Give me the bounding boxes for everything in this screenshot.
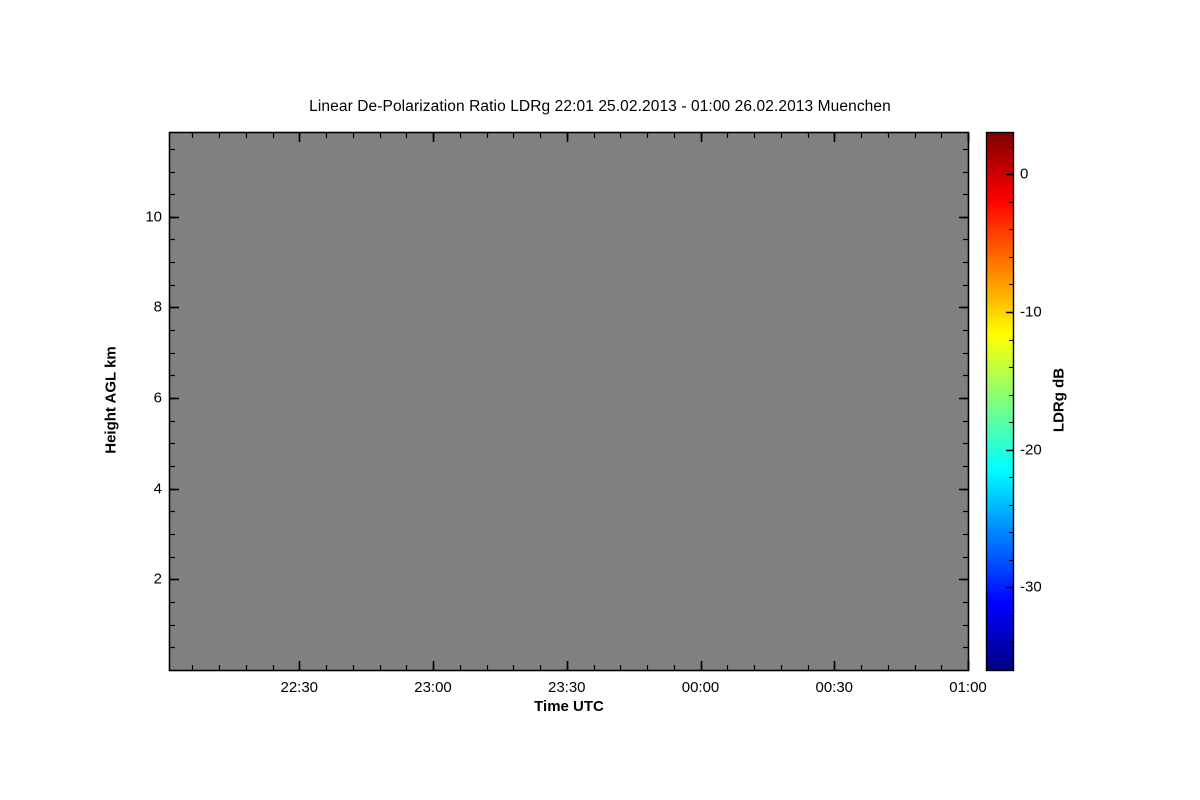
colorbar-tick-label: -30 <box>1020 578 1042 596</box>
page-title: Linear De-Polarization Ratio LDRg 22:01 … <box>309 98 891 115</box>
y-tick-label: 4 <box>153 480 162 498</box>
y-tick-label: 2 <box>153 570 162 588</box>
x-tick-label: 22:30 <box>280 679 319 696</box>
y-tick-label: 8 <box>153 298 162 316</box>
x-axis-label: Time UTC <box>534 698 604 715</box>
y-tick-label: 6 <box>153 389 162 407</box>
colorbar-tick-label: 0 <box>1020 165 1029 183</box>
colorbar-tick-label: -10 <box>1020 303 1042 321</box>
x-tick-label: 23:30 <box>547 679 586 696</box>
y-axis-label: Height AGL km <box>102 346 120 454</box>
x-tick-label: 01:00 <box>949 679 987 696</box>
y-tick-label: 10 <box>145 208 162 226</box>
x-tick-label: 23:00 <box>414 679 452 696</box>
x-tick-label: 00:00 <box>681 679 720 696</box>
x-tick-label: 00:30 <box>815 679 854 696</box>
colorbar-tick-label: -20 <box>1020 441 1042 459</box>
colorbar-label: LDRg dB <box>1050 367 1068 433</box>
